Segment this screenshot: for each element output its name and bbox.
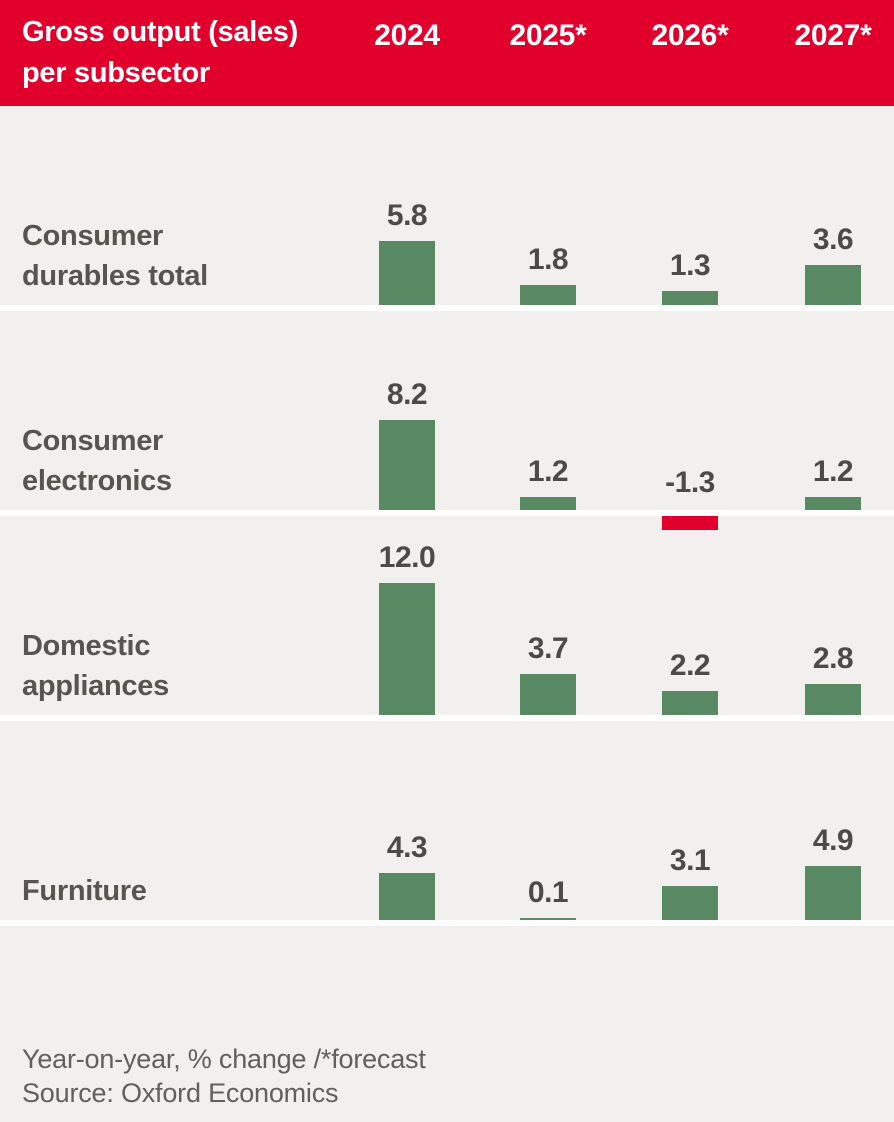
- row-label: Consumer electronics: [22, 421, 172, 501]
- chart-source: Source: Oxford Economics: [22, 1078, 339, 1108]
- value-label: 4.3: [386, 831, 428, 864]
- row-label-line: electronics: [22, 465, 172, 497]
- bar-row4-col2: [520, 918, 576, 920]
- value-label: 2.8: [812, 642, 854, 675]
- value-label: 3.6: [812, 223, 854, 256]
- value-label: 5.8: [386, 199, 428, 232]
- column-header-2027: 2027*: [794, 19, 872, 52]
- bar-row1-col4: [805, 265, 861, 305]
- value-label: 8.2: [386, 378, 428, 411]
- bar-row3-col2: [520, 674, 576, 715]
- bar-row2-col3: [662, 516, 718, 530]
- bar-row3-col1: [379, 583, 435, 715]
- value-label: 1.2: [812, 455, 854, 488]
- column-header-2026: 2026*: [651, 19, 729, 52]
- value-label: 1.2: [527, 455, 569, 488]
- bar-row2-col1: [379, 420, 435, 510]
- value-label: 0.1: [527, 876, 569, 909]
- row-label: Consumer durables total: [22, 216, 208, 296]
- chart-row-4: Furniture 4.3 0.1 3.1 4.9: [0, 721, 894, 926]
- value-label: 1.3: [669, 249, 711, 282]
- chart-footnote: Year-on-year, % change /*forecast Source…: [22, 1042, 426, 1110]
- row-label-line: durables total: [22, 260, 208, 292]
- column-header-2025: 2025*: [509, 19, 587, 52]
- value-label: 12.0: [378, 541, 436, 574]
- chart-row-2: Consumer electronics 8.2 1.2 -1.3 1.2: [0, 311, 894, 530]
- column-header-2024: 2024: [374, 19, 440, 52]
- chart-note: Year-on-year, % change /*forecast: [22, 1044, 426, 1074]
- chart-row-3: Domestic appliances 12.0 3.7 2.2 2.8: [0, 516, 894, 721]
- bar-row4-col1: [379, 873, 435, 920]
- row-label-line: Consumer: [22, 220, 164, 252]
- bar-row1-col2: [520, 285, 576, 305]
- chart-title: Gross output (sales) per subsector: [22, 12, 298, 94]
- bar-row1-col1: [379, 241, 435, 305]
- row-label-line: appliances: [22, 670, 169, 702]
- row-label-line: Furniture: [22, 875, 147, 907]
- bar-row1-col3: [662, 291, 718, 305]
- row-label: Furniture: [22, 871, 147, 911]
- value-label: 2.2: [669, 649, 711, 682]
- bar-row3-col3: [662, 691, 718, 715]
- bar-row4-col3: [662, 886, 718, 920]
- row-label-line: Consumer: [22, 425, 164, 457]
- chart-header: Gross output (sales) per subsector 2024 2…: [0, 0, 894, 106]
- value-label: -1.3: [665, 466, 715, 499]
- chart-row-1: Consumer durables total 5.8 1.8 1.3 3.6: [0, 106, 894, 311]
- bar-row2-col4: [805, 497, 861, 510]
- bar-row4-col4: [805, 866, 861, 920]
- bar-row2-col2: [520, 497, 576, 510]
- chart-rows: Consumer durables total 5.8 1.8 1.3 3.6 Consum…: [0, 106, 894, 926]
- value-label: 4.9: [812, 824, 854, 857]
- value-label: 1.8: [527, 243, 569, 276]
- value-label: 3.1: [669, 844, 711, 877]
- row-label-line: Domestic: [22, 630, 151, 662]
- value-label: 3.7: [527, 632, 569, 665]
- chart-title-line1: Gross output (sales): [22, 16, 298, 48]
- bar-row3-col4: [805, 684, 861, 715]
- chart-title-line2: per subsector: [22, 57, 210, 89]
- row-label: Domestic appliances: [22, 626, 169, 706]
